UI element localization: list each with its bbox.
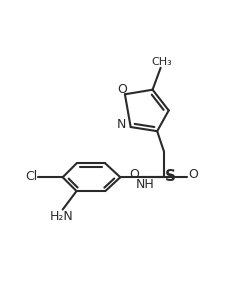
Text: O: O — [189, 168, 198, 182]
Text: Cl: Cl — [25, 170, 38, 183]
Text: N: N — [117, 118, 126, 131]
Text: O: O — [117, 83, 127, 96]
Text: NH: NH — [135, 178, 154, 191]
Text: S: S — [165, 169, 176, 184]
Text: O: O — [130, 168, 139, 182]
Text: H₂N: H₂N — [50, 210, 73, 223]
Text: CH₃: CH₃ — [152, 57, 172, 67]
